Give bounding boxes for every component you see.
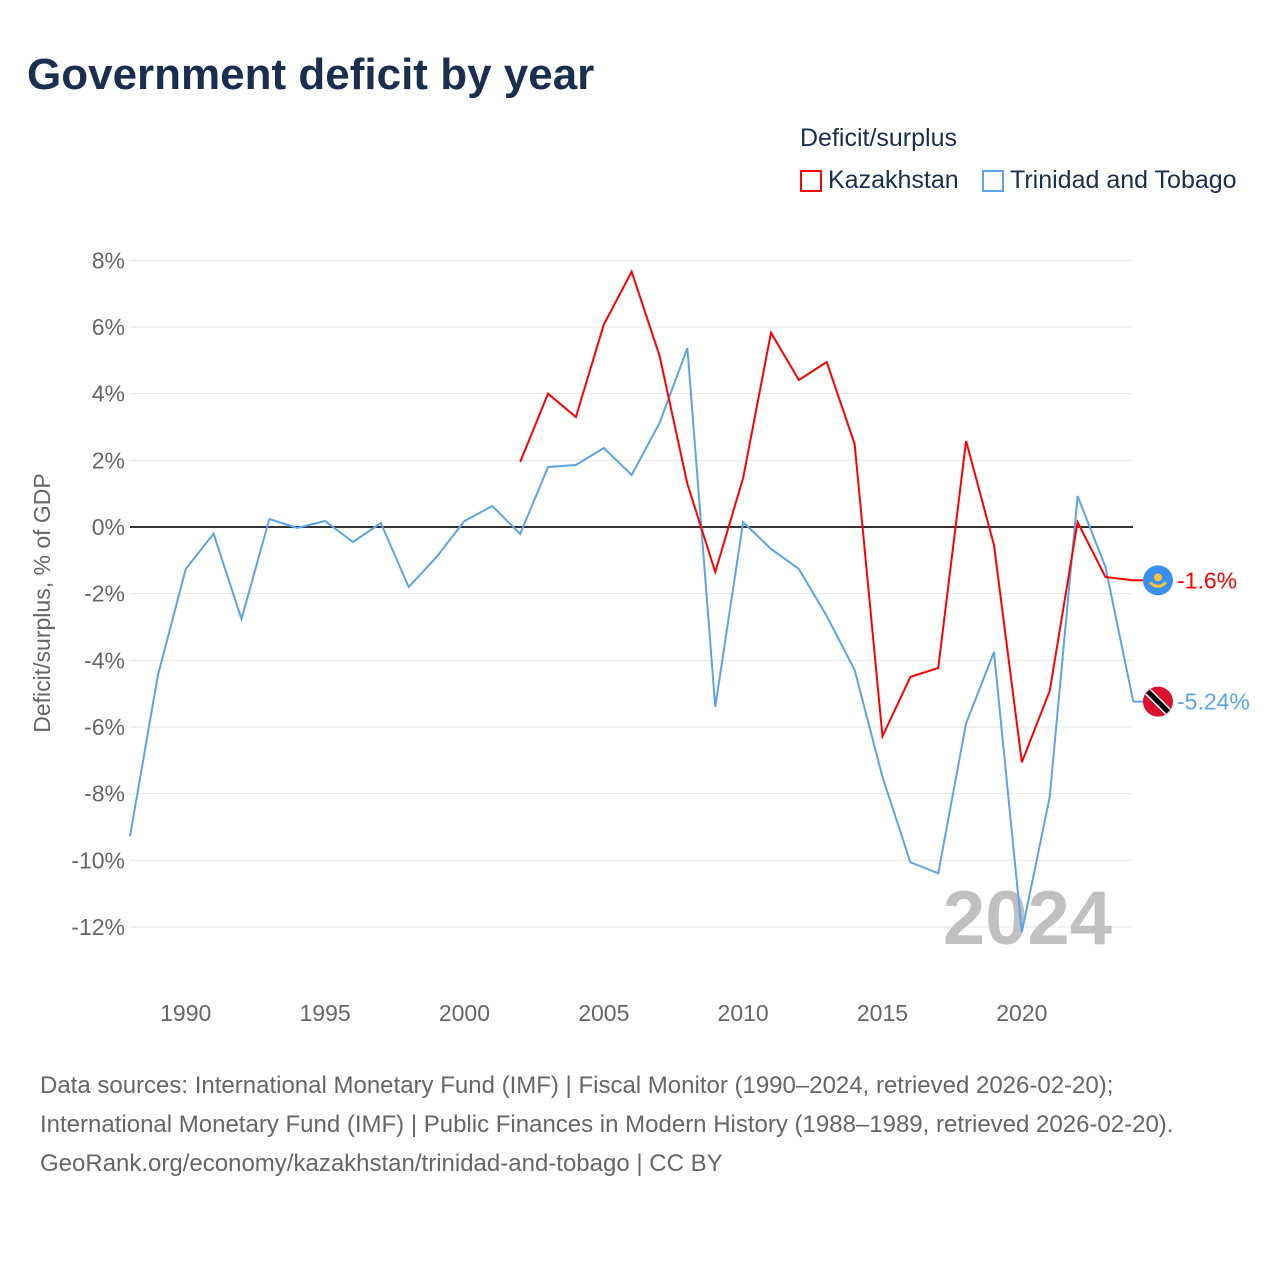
legend-item-kazakhstan[interactable]: Kazakhstan <box>800 166 959 195</box>
series-line-trinidad <box>129 347 1135 933</box>
line-chart: 8% 6% 4% 2% 0% -2% -4% -6% -8% -10% -12% 1990 1995 20… <box>29 247 1250 1026</box>
end-value-label: -5.24% <box>1177 689 1250 715</box>
x-tick-label: 1990 <box>160 1000 211 1026</box>
y-tick-label: -12% <box>71 914 125 940</box>
y-tick-label: -8% <box>84 781 125 807</box>
y-tick-label: 4% <box>92 381 125 407</box>
x-tick-label: 2005 <box>578 1000 629 1026</box>
end-value-label: -1.6% <box>1177 567 1237 593</box>
data-sources: Data sources: International Monetary Fun… <box>40 1072 1174 1138</box>
flag-eagle <box>1148 581 1168 588</box>
y-tick-label: 8% <box>92 247 125 273</box>
y-tick-label: 0% <box>92 514 125 540</box>
y-tick-label: -4% <box>84 647 125 673</box>
flag-sun <box>1154 573 1162 582</box>
legend-label: Trinidad and Tobago <box>1010 166 1237 194</box>
y-tick-label: -6% <box>84 714 125 740</box>
credit-link[interactable]: GeoRank.org/economy/kazakhstan/trinidad-… <box>40 1150 723 1177</box>
y-tick-label: 2% <box>92 447 125 473</box>
legend-swatch <box>982 169 1004 192</box>
legend-label: Kazakhstan <box>828 166 959 194</box>
flag-stripe-black <box>1146 689 1170 714</box>
series-line-kazakhstan <box>519 269 1134 763</box>
chart-title: Government deficit by year <box>27 50 595 99</box>
x-tick-label: 2010 <box>718 1000 769 1026</box>
y-tick-label: -10% <box>71 847 125 873</box>
x-tick-label: 2015 <box>857 1000 908 1026</box>
year-watermark: 2024 <box>943 876 1112 961</box>
footer: Data sources: International Monetary Fun… <box>40 1066 1240 1183</box>
x-tick-label: 2020 <box>996 1000 1047 1026</box>
legend-swatch <box>800 169 822 192</box>
legend-item-trinidad[interactable]: Trinidad and Tobago <box>982 166 1237 195</box>
x-tick-label: 1995 <box>300 1000 351 1026</box>
x-tick-label: 2000 <box>439 1000 490 1026</box>
legend-title: Deficit/surplus <box>800 124 957 152</box>
y-tick-label: -2% <box>84 581 125 607</box>
y-tick-label: 6% <box>92 314 125 340</box>
y-axis-label: Deficit/surplus, % of GDP <box>29 473 55 732</box>
